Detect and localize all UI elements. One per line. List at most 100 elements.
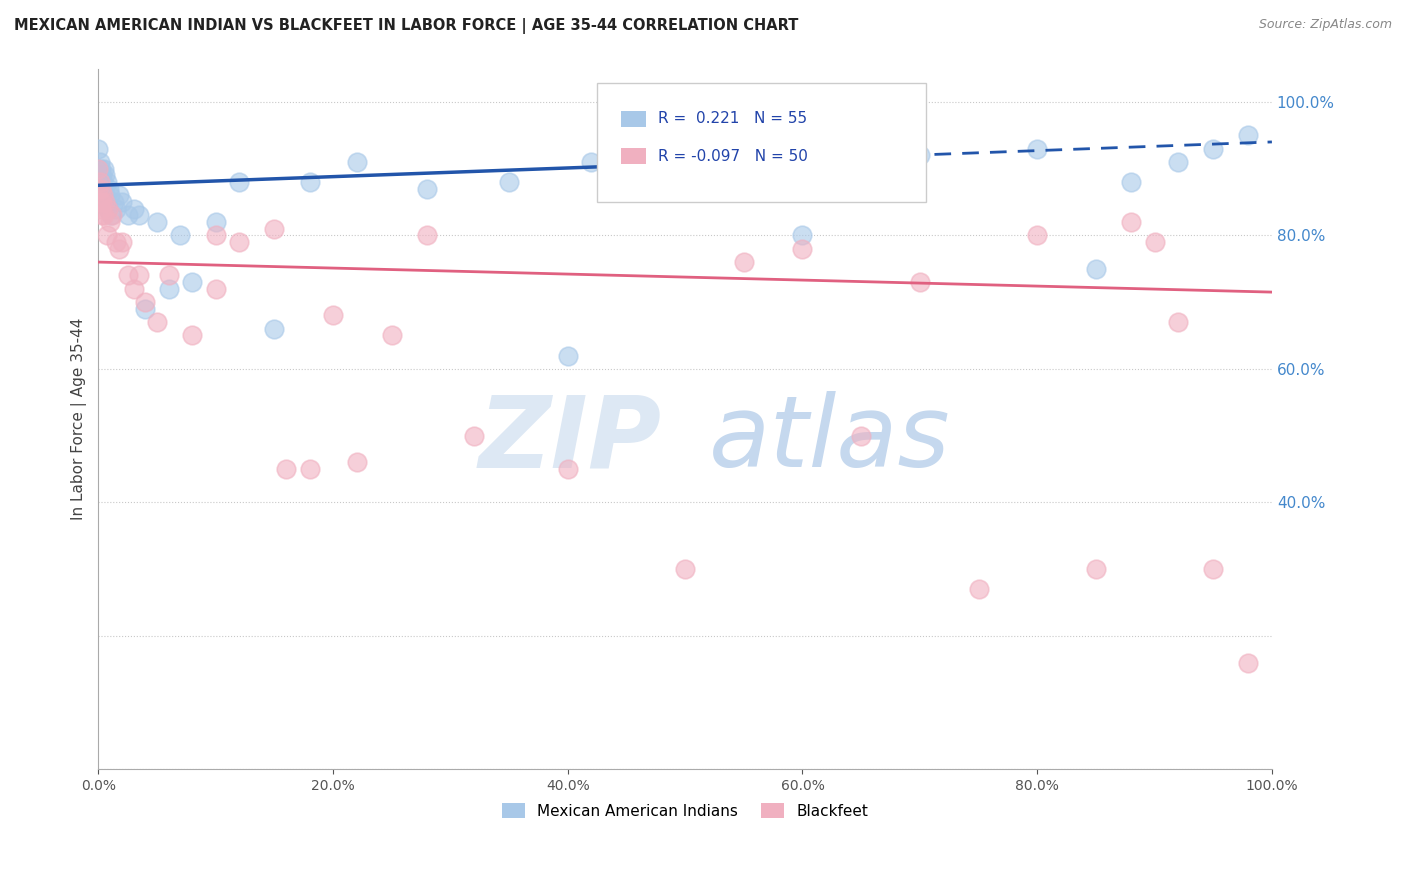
Point <box>263 322 285 336</box>
Point <box>1084 261 1107 276</box>
Point <box>97 181 120 195</box>
Point <box>87 181 110 195</box>
Point <box>204 228 226 243</box>
Text: MEXICAN AMERICAN INDIAN VS BLACKFEET IN LABOR FORCE | AGE 35-44 CORRELATION CHAR: MEXICAN AMERICAN INDIAN VS BLACKFEET IN … <box>14 18 799 34</box>
Point <box>101 208 124 222</box>
Point <box>416 181 439 195</box>
Point <box>498 175 520 189</box>
Point <box>122 202 145 216</box>
Point <box>117 268 139 283</box>
Point <box>169 228 191 243</box>
Point <box>228 235 250 249</box>
Point <box>87 181 110 195</box>
Point <box>94 188 117 202</box>
Point <box>1167 315 1189 329</box>
Point <box>346 155 368 169</box>
Point <box>100 208 122 222</box>
Text: atlas: atlas <box>709 392 950 489</box>
Point <box>93 161 115 176</box>
Text: R =  0.221   N = 55: R = 0.221 N = 55 <box>658 112 807 127</box>
Point <box>89 194 111 209</box>
Point <box>98 188 121 202</box>
Point <box>90 161 112 176</box>
Point <box>108 242 131 256</box>
FancyBboxPatch shape <box>598 83 925 202</box>
Point <box>1084 562 1107 576</box>
Point <box>146 215 169 229</box>
Point <box>128 268 150 283</box>
Point <box>157 282 180 296</box>
Point <box>93 208 115 222</box>
Point <box>91 194 114 209</box>
Point <box>1026 142 1049 156</box>
Point <box>93 181 115 195</box>
Point <box>908 275 931 289</box>
Point <box>733 255 755 269</box>
Point <box>581 155 603 169</box>
Point <box>94 169 117 183</box>
Point <box>204 215 226 229</box>
Point <box>298 175 321 189</box>
Point <box>134 301 156 316</box>
Point <box>1202 562 1225 576</box>
Point <box>134 295 156 310</box>
Point <box>111 235 134 249</box>
Point <box>96 228 118 243</box>
Point <box>90 194 112 209</box>
Point <box>90 208 112 222</box>
Point <box>1202 142 1225 156</box>
Point <box>557 462 579 476</box>
Point <box>89 175 111 189</box>
Point <box>381 328 404 343</box>
Point <box>792 242 814 256</box>
Point <box>87 161 110 176</box>
Point <box>204 282 226 296</box>
Legend: Mexican American Indians, Blackfeet: Mexican American Indians, Blackfeet <box>496 797 875 825</box>
Point <box>90 194 112 209</box>
Point <box>181 275 204 289</box>
Point <box>90 181 112 195</box>
Point <box>849 428 872 442</box>
Point <box>416 228 439 243</box>
Point <box>322 309 344 323</box>
Y-axis label: In Labor Force | Age 35-44: In Labor Force | Age 35-44 <box>72 318 87 520</box>
Point <box>346 455 368 469</box>
Point <box>96 175 118 189</box>
Point <box>1237 656 1260 670</box>
Point <box>1167 155 1189 169</box>
Point <box>1026 228 1049 243</box>
Point <box>104 202 127 216</box>
Point <box>557 349 579 363</box>
Point <box>98 215 121 229</box>
Text: R = -0.097   N = 50: R = -0.097 N = 50 <box>658 149 808 163</box>
Point <box>103 194 125 209</box>
Point <box>263 221 285 235</box>
Point <box>94 194 117 209</box>
Point <box>128 208 150 222</box>
Point <box>97 202 120 216</box>
Point <box>111 194 134 209</box>
Text: ZIP: ZIP <box>478 392 662 489</box>
Point <box>122 282 145 296</box>
Point <box>90 188 112 202</box>
Point <box>96 194 118 209</box>
Point <box>146 315 169 329</box>
Point <box>90 202 112 216</box>
Point <box>463 428 485 442</box>
Point <box>157 268 180 283</box>
Point <box>1237 128 1260 143</box>
Point <box>1119 175 1142 189</box>
Point <box>117 208 139 222</box>
Point <box>228 175 250 189</box>
Point <box>673 562 696 576</box>
Point <box>967 582 990 596</box>
Point <box>91 188 114 202</box>
Point <box>673 161 696 176</box>
Point <box>274 462 297 476</box>
Point <box>908 148 931 162</box>
Point <box>90 188 112 202</box>
FancyBboxPatch shape <box>620 148 647 164</box>
Point <box>87 161 110 176</box>
Point <box>181 328 204 343</box>
Point <box>89 175 111 189</box>
